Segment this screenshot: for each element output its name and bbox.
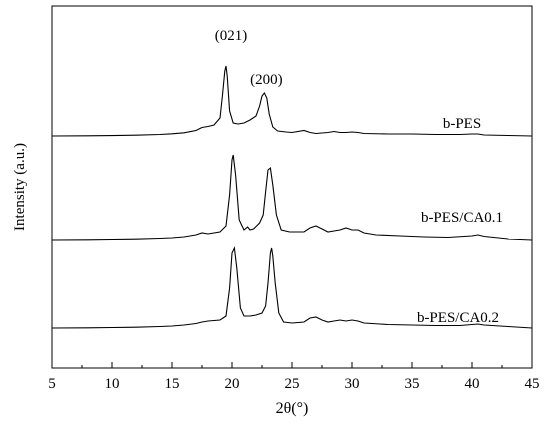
x-tick-label: 20 (225, 376, 240, 392)
peak-label: (200) (250, 72, 283, 88)
peak-labels: (021) (200) (215, 28, 283, 88)
series-label: b-PES/CA0.2 (417, 310, 499, 326)
x-tick-label: 25 (285, 376, 300, 392)
peak-label: (021) (215, 28, 248, 44)
x-tick-label: 5 (48, 376, 56, 392)
x-tick-label: 30 (345, 376, 360, 392)
series-line-2 (51, 246, 533, 329)
series-label: b-PES (443, 116, 481, 132)
x-tick-label: 35 (405, 376, 420, 392)
x-tick-label: 40 (465, 376, 480, 392)
x-tick-label: 15 (165, 376, 180, 392)
x-tick-label: 45 (525, 376, 540, 392)
series-line-0 (51, 65, 533, 137)
y-axis-label: Intensity (a.u.) (12, 143, 28, 231)
x-axis-ticks: 5 10 15 20 25 30 35 40 45 (48, 362, 540, 392)
x-axis-label: 2θ(°) (276, 400, 309, 417)
series-label: b-PES/CA0.1 (421, 210, 503, 226)
series-line-1 (51, 154, 533, 241)
x-tick-label: 10 (105, 376, 120, 392)
series-group: b-PES b-PES/CA0.1 b-PES/CA0.2 (51, 65, 533, 329)
